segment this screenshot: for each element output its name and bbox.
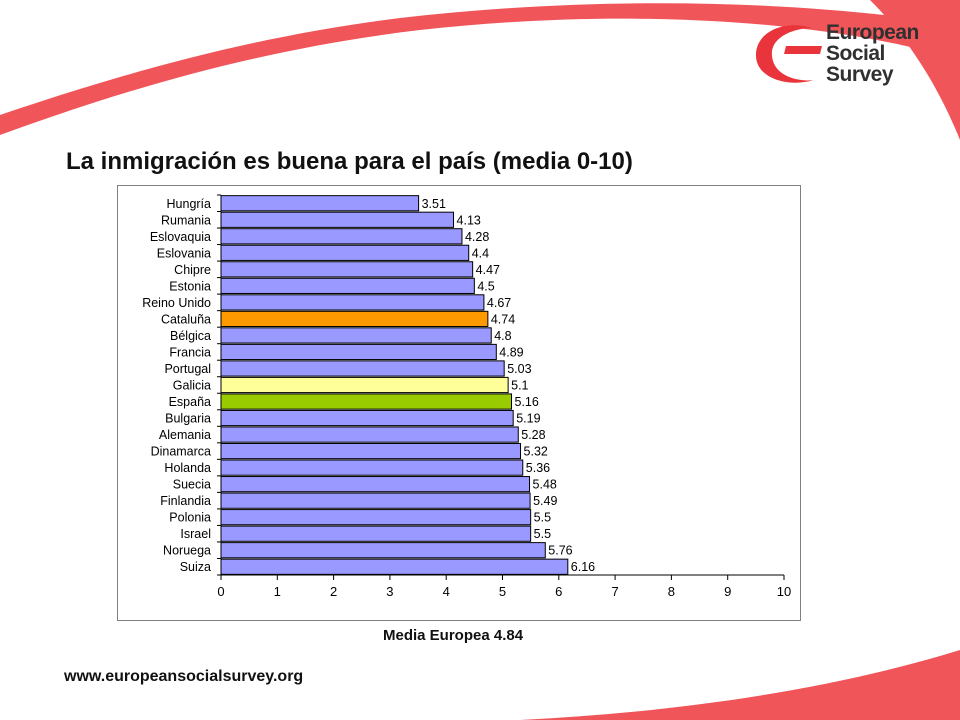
x-tick-label: 10 <box>777 584 791 599</box>
data-label: 4.13 <box>457 213 481 227</box>
top-right-red-swoosh <box>870 0 960 140</box>
ess-logo-text: European Social Survey <box>826 22 919 85</box>
data-label: 3.51 <box>422 197 446 211</box>
data-label: 4.8 <box>494 329 511 343</box>
x-tick-label: 8 <box>668 584 675 599</box>
category-label: Holanda <box>164 461 211 475</box>
x-tick-label: 7 <box>611 584 618 599</box>
category-label: Reino Unido <box>142 296 211 310</box>
bar <box>220 492 531 509</box>
category-label: Polonia <box>169 511 211 525</box>
bar <box>220 343 497 361</box>
data-label: 5.19 <box>516 412 540 426</box>
data-label: 5.5 <box>534 511 551 525</box>
category-label: Chipre <box>174 263 211 277</box>
category-label: Israel <box>180 527 211 541</box>
bar <box>220 476 531 493</box>
bar <box>220 459 524 476</box>
x-tick-label: 6 <box>555 584 562 599</box>
bar <box>220 426 519 443</box>
category-label: Portugal <box>164 362 211 376</box>
data-label: 5.28 <box>521 428 545 442</box>
data-label: 5.76 <box>548 544 572 558</box>
category-label: Bélgica <box>170 329 211 343</box>
category-label: Suiza <box>180 560 211 574</box>
category-label: Francia <box>169 345 211 359</box>
bar <box>220 294 485 311</box>
bar <box>220 509 532 526</box>
data-label: 4.89 <box>499 345 523 359</box>
category-label: Galicia <box>173 379 211 393</box>
x-tick-label: 5 <box>499 584 506 599</box>
logo-line-survey: Survey <box>826 63 894 86</box>
bar <box>220 244 470 261</box>
category-label: Estonia <box>169 279 211 293</box>
bar <box>220 376 509 394</box>
x-tick-label: 4 <box>443 584 450 599</box>
top-left-white-swoosh <box>0 0 960 115</box>
x-tick-label: 1 <box>274 584 281 599</box>
category-label: Dinamarca <box>151 445 211 459</box>
x-tick-label: 9 <box>724 584 731 599</box>
category-label: Hungría <box>167 197 212 211</box>
bar-chart: 0 1 2 3 4 5 6 7 8 9 10 Hungría 3.51 Rumania 4.13 Eslova… <box>142 194 791 599</box>
bottom-right-red-swoosh <box>520 650 960 720</box>
data-label: 4.74 <box>491 312 515 326</box>
data-label: 5.1 <box>511 379 528 393</box>
website-url[interactable]: www.europeansocialsurvey.org <box>64 668 304 685</box>
data-label: 5.36 <box>526 461 550 475</box>
data-label: 5.16 <box>515 395 539 409</box>
european-average-caption: Media Europea 4.84 <box>383 627 524 644</box>
ess-logo-mark <box>755 25 822 83</box>
data-label: 6.16 <box>571 560 595 574</box>
bar <box>220 442 522 460</box>
bar <box>220 558 569 575</box>
data-label: 4.47 <box>476 263 500 277</box>
category-label: Rumania <box>161 213 211 227</box>
bar <box>220 228 463 245</box>
bar <box>220 393 513 410</box>
bar <box>220 261 474 278</box>
category-label: Noruega <box>163 544 211 558</box>
bar <box>220 542 546 559</box>
data-label: 5.03 <box>507 362 531 376</box>
data-label: 4.5 <box>477 279 494 293</box>
data-label: 5.32 <box>524 445 548 459</box>
data-label: 5.49 <box>533 494 557 508</box>
category-label: Alemania <box>159 428 211 442</box>
category-label: Suecia <box>173 478 211 492</box>
x-tick-label: 3 <box>386 584 393 599</box>
category-label: Bulgaria <box>165 412 211 426</box>
logo-line-social: Social <box>826 42 885 65</box>
data-label: 5.48 <box>533 478 557 492</box>
category-label: Eslovaquia <box>150 230 211 244</box>
bar <box>220 211 455 228</box>
category-label: España <box>169 395 211 409</box>
page-title: La inmigración es buena para el país (me… <box>66 148 633 175</box>
bar <box>220 525 532 542</box>
bar <box>220 310 489 328</box>
bar <box>220 360 505 377</box>
data-label: 5.5 <box>534 527 551 541</box>
x-tick-label: 0 <box>217 584 224 599</box>
bar <box>220 327 492 344</box>
category-label: Eslovania <box>157 246 211 260</box>
bar <box>220 195 420 212</box>
data-label: 4.28 <box>465 230 489 244</box>
category-label: Finlandia <box>160 494 211 508</box>
bar <box>220 277 475 294</box>
data-label: 4.4 <box>472 246 489 260</box>
x-tick-label: 2 <box>330 584 337 599</box>
data-label: 4.67 <box>487 296 511 310</box>
logo-line-european: European <box>826 21 919 44</box>
category-label: Cataluña <box>161 312 211 326</box>
bar <box>220 409 514 427</box>
